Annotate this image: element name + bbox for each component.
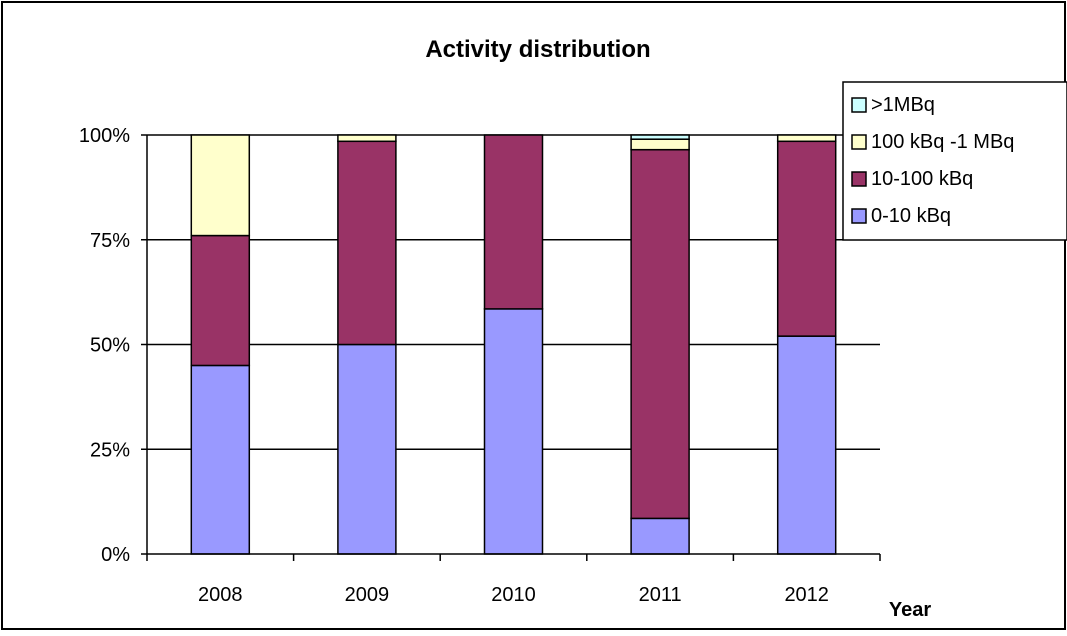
x-tick-label: 2012 [784, 584, 829, 606]
legend-swatch [851, 97, 867, 113]
bar-segment [190, 364, 251, 555]
y-tick-label: 0% [101, 544, 130, 566]
legend-swatch [851, 171, 867, 187]
bars [190, 134, 837, 555]
x-tick-label: 2008 [198, 584, 243, 606]
bar-segment [630, 148, 690, 520]
legend-swatch [851, 208, 867, 224]
bar-segment [337, 343, 397, 555]
axes [141, 134, 881, 561]
legend-label: >1MBq [871, 94, 935, 116]
x-tick-label: 2011 [639, 584, 682, 606]
legend-label: 10-100 kBq [871, 168, 973, 190]
bar-segment [337, 140, 397, 346]
bar-segment [630, 517, 690, 555]
legend-label: 0-10 kBq [871, 205, 951, 227]
x-tick-label: 2009 [345, 584, 390, 606]
legend-label: 100 kBq -1 MBq [871, 131, 1014, 153]
legend-box [842, 81, 1067, 241]
bar-segment [776, 134, 837, 143]
chart-title: Activity distribution [425, 36, 650, 63]
y-tick-label: 75% [90, 230, 130, 252]
legend: >1MBq 100 kBq -1 MBq 10-100 kBq 0-10 kBq [842, 81, 1067, 241]
y-tick-label: 100% [79, 125, 130, 147]
bar-segment [483, 308, 544, 555]
bar-segment [190, 234, 251, 367]
bar-segment [337, 134, 397, 143]
legend-swatch [851, 134, 867, 150]
bar-segment [483, 134, 544, 310]
x-axis-title: Year [889, 599, 931, 621]
y-tick-label: 25% [90, 439, 130, 461]
bar-segment [630, 134, 690, 140]
y-tick-label: 50% [90, 335, 130, 357]
tick-labels: 0% 25% 50% 75% 100% 2008 2009 2010 2011 2012 [79, 125, 829, 606]
bar-segment [630, 138, 690, 151]
bar-segment [190, 134, 251, 237]
bar-segment [776, 335, 837, 555]
x-tick-label: 2010 [491, 584, 536, 606]
bar-segment [776, 140, 837, 337]
